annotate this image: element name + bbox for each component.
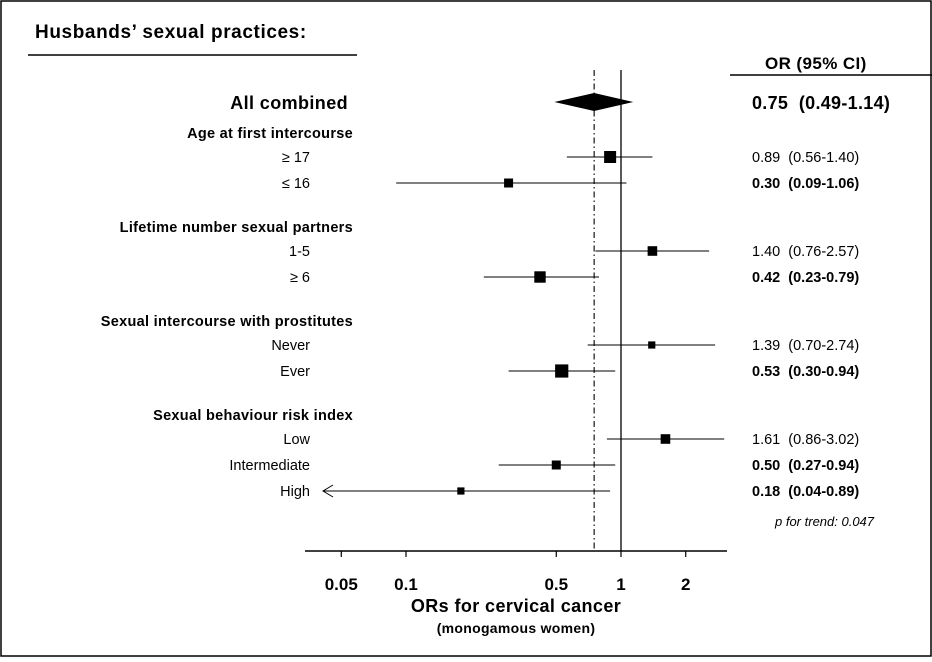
row-or-text: 0.50 (0.27-0.94): [752, 458, 859, 474]
row-label: ≥ 17: [282, 150, 310, 166]
row-label: Intermediate: [229, 458, 310, 474]
point-estimate-box: [660, 434, 671, 444]
row-label: High: [280, 484, 310, 500]
summary-diamond: [554, 93, 634, 111]
summary-or-text: 0.75 (0.49-1.14): [752, 93, 890, 113]
x-tick-label: 2: [681, 575, 690, 594]
point-estimate-box: [551, 460, 561, 470]
row-or-text: 0.30 (0.09-1.06): [752, 176, 859, 192]
point-estimate-box: [604, 151, 617, 163]
or-column-header: OR (95% CI): [765, 54, 867, 73]
row-or-text: 0.42 (0.23-0.79): [752, 270, 859, 286]
x-tick-label: 0.5: [544, 575, 568, 594]
group-title: Sexual intercourse with prostitutes: [101, 314, 353, 330]
ci-arrow-left: [322, 484, 334, 498]
chart-title: Husbands’ sexual practices:: [35, 22, 307, 43]
row-label: ≥ 6: [290, 270, 310, 286]
x-tick-label: 0.05: [325, 575, 358, 594]
row-or-text: 0.89 (0.56-1.40): [752, 150, 859, 166]
row-or-text: 0.18 (0.04-0.89): [752, 484, 859, 500]
row-or-text: 1.39 (0.70-2.74): [752, 338, 859, 354]
point-estimate-box: [504, 178, 514, 188]
plot-marks: 0.05 0.1 0.5 1 2 All combined 0.75 (0.49-1.14)…: [101, 70, 890, 594]
row-label: ≤ 16: [282, 176, 310, 192]
point-estimate-box: [555, 364, 569, 378]
trend-footnote: p for trend: 0.047: [774, 514, 875, 529]
x-tick-label: 0.1: [394, 575, 418, 594]
group-title: Age at first intercourse: [187, 126, 353, 142]
point-estimate-box: [457, 487, 465, 495]
x-tick-label: 1: [616, 575, 625, 594]
group-title: Sexual behaviour risk index: [153, 408, 353, 424]
point-estimate-box: [648, 341, 656, 349]
row-or-text: 1.40 (0.76-2.57): [752, 244, 859, 260]
point-estimate-box: [647, 246, 658, 256]
group-title: Lifetime number sexual partners: [120, 220, 353, 236]
row-or-text: 0.53 (0.30-0.94): [752, 364, 859, 380]
point-estimate-box: [534, 271, 546, 283]
row-or-text: 1.61 (0.86-3.02): [752, 432, 859, 448]
row-label: Ever: [280, 364, 310, 380]
row-label: Low: [283, 432, 310, 448]
summary-label: All combined: [230, 93, 348, 113]
row-label: Never: [271, 338, 310, 354]
x-axis-sublabel: (monogamous women): [437, 620, 596, 636]
x-axis-label: ORs for cervical cancer: [411, 596, 621, 616]
row-label: 1-5: [289, 244, 310, 260]
